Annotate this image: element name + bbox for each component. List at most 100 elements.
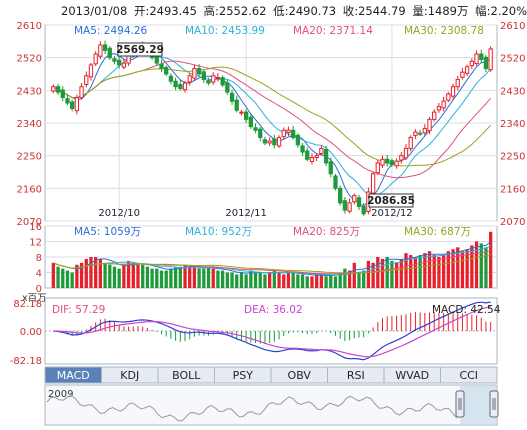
volume-bar — [141, 264, 145, 288]
volume-bar — [61, 268, 65, 288]
candle — [182, 80, 188, 93]
candle — [464, 64, 470, 77]
macd-y-axis: -82.18 0.00 82.18 — [10, 299, 497, 367]
candle — [413, 129, 418, 139]
tab-macd[interactable]: MACD — [44, 366, 102, 384]
volume-y-tick: 12 — [29, 238, 42, 249]
volume-bar — [272, 270, 276, 288]
macd-y-tick: 0.00 — [20, 327, 42, 338]
volume-ma-lines — [53, 241, 491, 277]
ma30-legend: MA30: 2308.78 — [404, 25, 484, 37]
macd-y-tick: -82.18 — [10, 356, 42, 367]
vol-ma10-legend: MA10: 952万 — [185, 226, 252, 238]
volume-bar — [413, 257, 418, 288]
close-value: 2544.79 — [358, 4, 406, 18]
candle — [305, 147, 310, 162]
candle — [446, 91, 451, 103]
macd-y-tick: 82.18 — [13, 299, 42, 310]
volume-label: 量: — [412, 4, 427, 18]
candle — [70, 99, 75, 112]
volume-bar — [145, 266, 150, 288]
volume-bar — [164, 270, 168, 288]
volume-bar — [75, 264, 79, 288]
candle — [399, 152, 404, 164]
candle — [295, 133, 301, 148]
tab-label: OBV — [288, 369, 312, 382]
volume-bar — [352, 262, 356, 288]
volume-bar — [324, 276, 328, 288]
volume-bar — [437, 257, 441, 288]
candle — [65, 94, 70, 106]
candle — [323, 145, 329, 166]
tab-boll[interactable]: BOLL — [157, 366, 215, 384]
candle — [417, 129, 423, 137]
candle — [300, 142, 305, 156]
candle — [215, 73, 221, 82]
candle — [469, 58, 474, 70]
tab-wvad[interactable]: WVAD — [383, 366, 441, 384]
volume-bar — [291, 272, 295, 288]
candlesticks — [51, 40, 493, 216]
volume-bar — [347, 270, 352, 288]
candle — [211, 72, 216, 85]
volume-bar — [169, 268, 173, 288]
candle — [168, 73, 174, 85]
candle — [187, 72, 192, 86]
change-label: 幅: — [475, 4, 490, 18]
navigator-left-handle[interactable] — [455, 390, 465, 418]
price-y-tick-right: 2430 — [500, 86, 525, 97]
candle — [474, 50, 479, 66]
candle — [403, 144, 409, 161]
volume-value: 1489万 — [428, 4, 469, 18]
volume-bar — [244, 274, 248, 288]
candle — [253, 123, 258, 134]
volume-bar — [112, 266, 117, 288]
volume-bar — [131, 262, 135, 288]
tab-label: RSI — [347, 369, 365, 382]
price-y-tick: 2610 — [17, 21, 42, 32]
volume-y-axis: 0 4 8 12 16 — [29, 222, 42, 295]
dif-legend: DIF: 57.29 — [52, 304, 105, 316]
macd-unit-label: x百万 — [22, 293, 47, 304]
volume-bar — [65, 270, 70, 288]
price-header: 2013/01/08 开:2493.45 高:2552.62 低:2490.73… — [61, 4, 527, 18]
dea-line — [53, 305, 491, 358]
candle — [192, 64, 197, 81]
candle — [121, 58, 127, 70]
candle — [422, 124, 427, 136]
candle — [262, 136, 268, 146]
navigator-year-label: 2009 — [48, 389, 73, 400]
candle — [84, 71, 89, 88]
volume-bar — [155, 268, 159, 288]
price-y-tick-right: 2340 — [500, 119, 525, 130]
price-y-tick-right: 2610 — [500, 21, 525, 32]
volume-bar — [230, 272, 234, 288]
candle — [102, 40, 108, 55]
open-value: 2493.45 — [149, 4, 197, 18]
volume-bar — [263, 274, 267, 288]
navigator-right-handle[interactable] — [489, 390, 499, 418]
volume-bar — [89, 257, 93, 288]
tab-psy[interactable]: PSY — [214, 366, 272, 384]
volume-bar — [319, 274, 324, 288]
volume-bar — [479, 243, 483, 288]
tab-obv[interactable]: OBV — [270, 366, 328, 384]
tab-rsi[interactable]: RSI — [327, 366, 385, 384]
tab-kdj[interactable]: KDJ — [101, 366, 159, 384]
volume-bar — [103, 262, 107, 288]
tab-cci[interactable]: CCI — [440, 366, 498, 384]
candle — [276, 135, 282, 149]
candle — [352, 193, 357, 205]
volume-bar — [249, 270, 253, 288]
price-y-tick: 2250 — [17, 152, 42, 163]
candle — [370, 171, 376, 197]
volume-bar — [211, 268, 215, 288]
time-navigator[interactable] — [44, 384, 498, 426]
candle — [347, 198, 352, 214]
svg-text:2013/01/08 开:2493.45: 2013/01/08 开:2493.45 高:2552.62 低:2490.73… — [61, 4, 527, 18]
ma30-line — [53, 66, 491, 167]
volume-bar — [456, 247, 460, 288]
volume-bar — [192, 266, 197, 288]
volume-bar — [51, 262, 55, 288]
